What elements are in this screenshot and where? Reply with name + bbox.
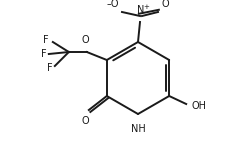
- Text: OH: OH: [191, 101, 206, 111]
- Text: F: F: [47, 63, 53, 73]
- Text: O: O: [162, 0, 170, 9]
- Text: F: F: [43, 35, 49, 45]
- Text: F: F: [41, 49, 47, 59]
- Text: O: O: [81, 35, 89, 45]
- Text: +: +: [143, 4, 149, 10]
- Text: –O: –O: [106, 0, 119, 9]
- Text: O: O: [81, 116, 89, 126]
- Text: N: N: [137, 5, 145, 15]
- Text: NH: NH: [131, 124, 145, 134]
